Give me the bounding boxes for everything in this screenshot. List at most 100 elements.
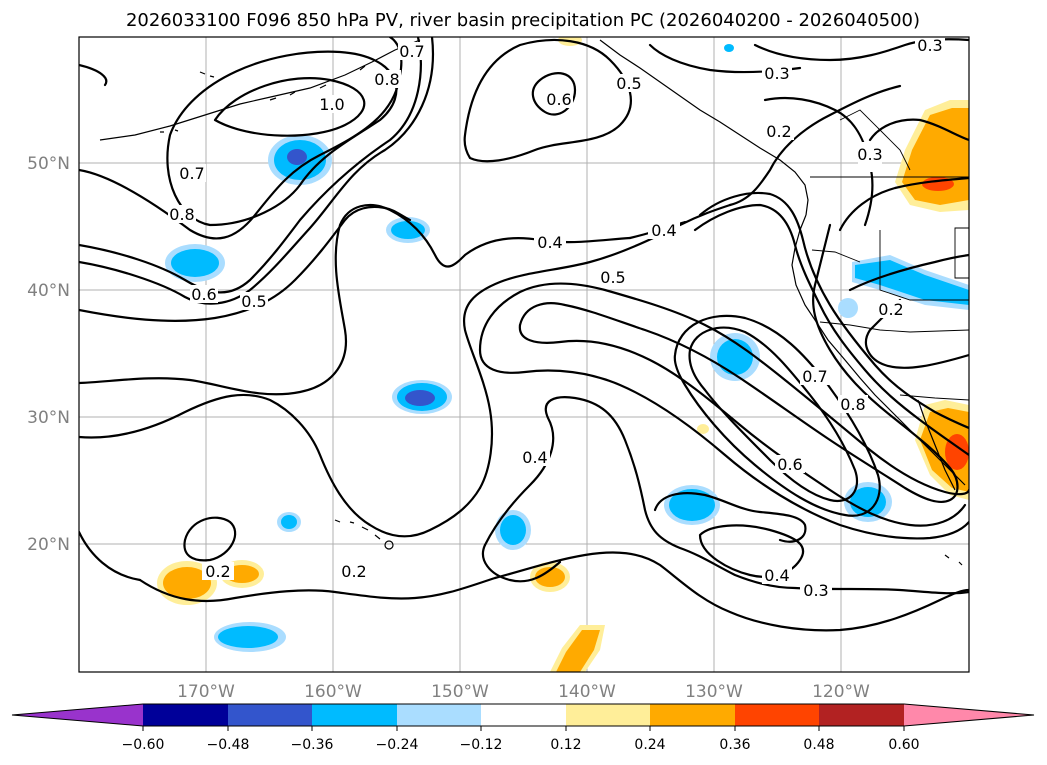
contour-line <box>868 118 969 142</box>
contour-line <box>693 203 969 457</box>
contour-line <box>79 393 482 538</box>
lon-label: 160°W <box>304 682 362 702</box>
lat-label: 40°N <box>27 281 70 301</box>
contour-label: 0.6 <box>190 285 218 304</box>
contour-label: 0.5 <box>240 292 268 311</box>
svg-text:0.4: 0.4 <box>522 448 547 467</box>
contour-label: 0.8 <box>373 70 401 89</box>
contour-label: 0.4 <box>520 448 550 467</box>
contour-label: 0.5 <box>615 74 643 93</box>
contour-label: 0.2 <box>764 122 794 141</box>
colorbar-bin <box>819 704 904 726</box>
colorbar-bin <box>312 704 397 726</box>
coastlines <box>99 39 966 566</box>
colorbar-tick-label: 0.60 <box>888 737 919 753</box>
svg-text:0.4: 0.4 <box>651 221 676 240</box>
colorbar-extend-min <box>12 704 143 726</box>
svg-text:0.3: 0.3 <box>857 145 882 164</box>
contour-label: 0.3 <box>762 64 792 83</box>
svg-text:0.7: 0.7 <box>179 164 204 183</box>
colorbar-tick-label: 0.12 <box>550 737 581 753</box>
contour-line <box>531 72 577 116</box>
svg-text:0.8: 0.8 <box>374 70 399 89</box>
contour-label: 0.7 <box>398 42 426 61</box>
colorbar-bin <box>143 704 228 726</box>
contour-line <box>688 326 858 503</box>
latitude-labels: 50°N 40°N 30°N 20°N <box>27 154 70 555</box>
contour-label: 0.2 <box>875 300 907 319</box>
colorbar-bin <box>397 704 481 726</box>
contour-line <box>79 37 435 305</box>
contour-line <box>763 96 874 227</box>
contour-line <box>79 63 108 87</box>
contour-line <box>518 223 959 504</box>
colorbar-extend-max <box>904 704 1034 726</box>
colorbar-ticks <box>142 726 905 731</box>
svg-text:0.6: 0.6 <box>777 455 802 474</box>
contour-line <box>213 77 366 137</box>
svg-text:0.5: 0.5 <box>616 74 641 93</box>
contour-label: 0.4 <box>762 566 792 585</box>
contour-line <box>478 282 969 496</box>
contour-line <box>138 551 969 632</box>
colorbar-bin <box>481 704 566 726</box>
contour-line <box>483 396 969 595</box>
contour-label: 0.2 <box>338 562 370 581</box>
colorbar-tick-label: 0.36 <box>719 737 750 753</box>
contour-label: 1.0 <box>318 95 346 114</box>
colorbar-bin <box>566 704 650 726</box>
lon-label: 130°W <box>685 682 743 702</box>
contour-line <box>698 191 969 430</box>
lon-label: 140°W <box>558 682 616 702</box>
contour-line <box>728 84 902 207</box>
contour-label: 0.4 <box>648 221 680 240</box>
svg-text:0.6: 0.6 <box>546 90 571 109</box>
svg-text:0.2: 0.2 <box>766 122 791 141</box>
colorbar-tick-label: −0.48 <box>207 737 250 753</box>
svg-text:0.8: 0.8 <box>840 395 865 414</box>
contour-line <box>838 176 969 232</box>
contour-label: 0.8 <box>838 395 868 414</box>
colorbar-tick-label: −0.60 <box>122 737 165 753</box>
svg-text:0.5: 0.5 <box>600 268 625 287</box>
pos-anomaly-blob <box>697 424 709 434</box>
svg-text:0.4: 0.4 <box>537 233 562 252</box>
contour-label: 0.4 <box>534 233 566 252</box>
contour-label: 0.7 <box>178 164 206 183</box>
svg-text:0.3: 0.3 <box>803 581 828 600</box>
svg-text:0.3: 0.3 <box>917 36 942 55</box>
lon-label: 170°W <box>177 682 235 702</box>
contour-label: 0.3 <box>800 581 832 600</box>
colorbar-tick-label: 0.48 <box>803 737 834 753</box>
contour-label: 0.3 <box>915 36 945 55</box>
svg-text:0.7: 0.7 <box>802 367 827 386</box>
lat-label: 50°N <box>27 154 70 174</box>
contour-line <box>463 38 632 163</box>
contour-label: 0.2 <box>202 562 234 581</box>
contour-line <box>79 203 632 396</box>
svg-text:0.5: 0.5 <box>241 292 266 311</box>
svg-text:0.6: 0.6 <box>191 285 216 304</box>
contour-label: 0.8 <box>168 205 196 224</box>
colorbar-tick-label: −0.12 <box>460 737 503 753</box>
svg-text:0.8: 0.8 <box>169 205 194 224</box>
contour-labels: 1.0 0.8 0.7 0.8 0.7 0.6 0.5 0.6 0.5 0.4 … <box>168 36 945 600</box>
contour-line <box>518 323 967 527</box>
svg-text:1.0: 1.0 <box>319 95 344 114</box>
contour-line <box>848 253 969 292</box>
colorbar: −0.60 −0.48 −0.36 −0.24 −0.12 0.12 0.24 … <box>11 703 1035 753</box>
contour-label: 0.6 <box>775 455 805 474</box>
contour-line <box>482 543 562 583</box>
colorbar-tick-label: −0.36 <box>291 737 334 753</box>
svg-text:0.2: 0.2 <box>341 562 366 581</box>
colorbar-tick-label: −0.24 <box>376 737 419 753</box>
contour-line <box>183 516 237 562</box>
contour-line <box>478 348 969 540</box>
longitude-labels: 170°W 160°W 150°W 140°W 130°W 120°W <box>177 682 870 702</box>
colorbar-bin <box>735 704 819 726</box>
lat-label: 20°N <box>27 535 70 555</box>
contour-line <box>673 314 881 517</box>
colorbar-tick-label: 0.24 <box>634 737 665 753</box>
contour-label: 0.3 <box>857 142 883 172</box>
